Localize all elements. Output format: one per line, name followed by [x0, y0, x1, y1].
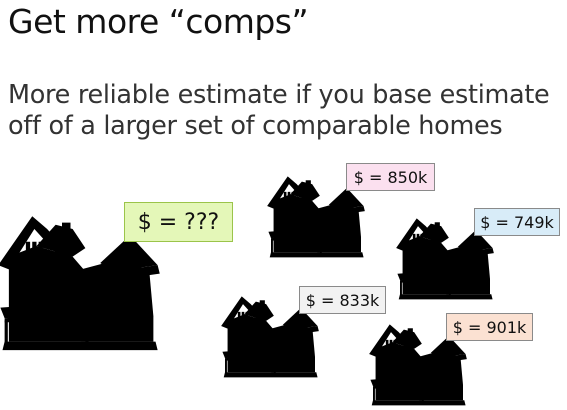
comp-price-tag-749k: $ = 749k — [474, 208, 560, 236]
slide-title: Get more “comps” — [8, 2, 309, 41]
comp-price-tag-850k: $ = 850k — [346, 163, 435, 191]
comp-price-tag-901k: $ = 901k — [446, 313, 533, 341]
comp-price-tag-833k: $ = 833k — [299, 286, 386, 314]
target-price-tag: $ = ??? — [124, 202, 233, 242]
slide-subtitle: More reliable estimate if you base estim… — [8, 80, 550, 141]
